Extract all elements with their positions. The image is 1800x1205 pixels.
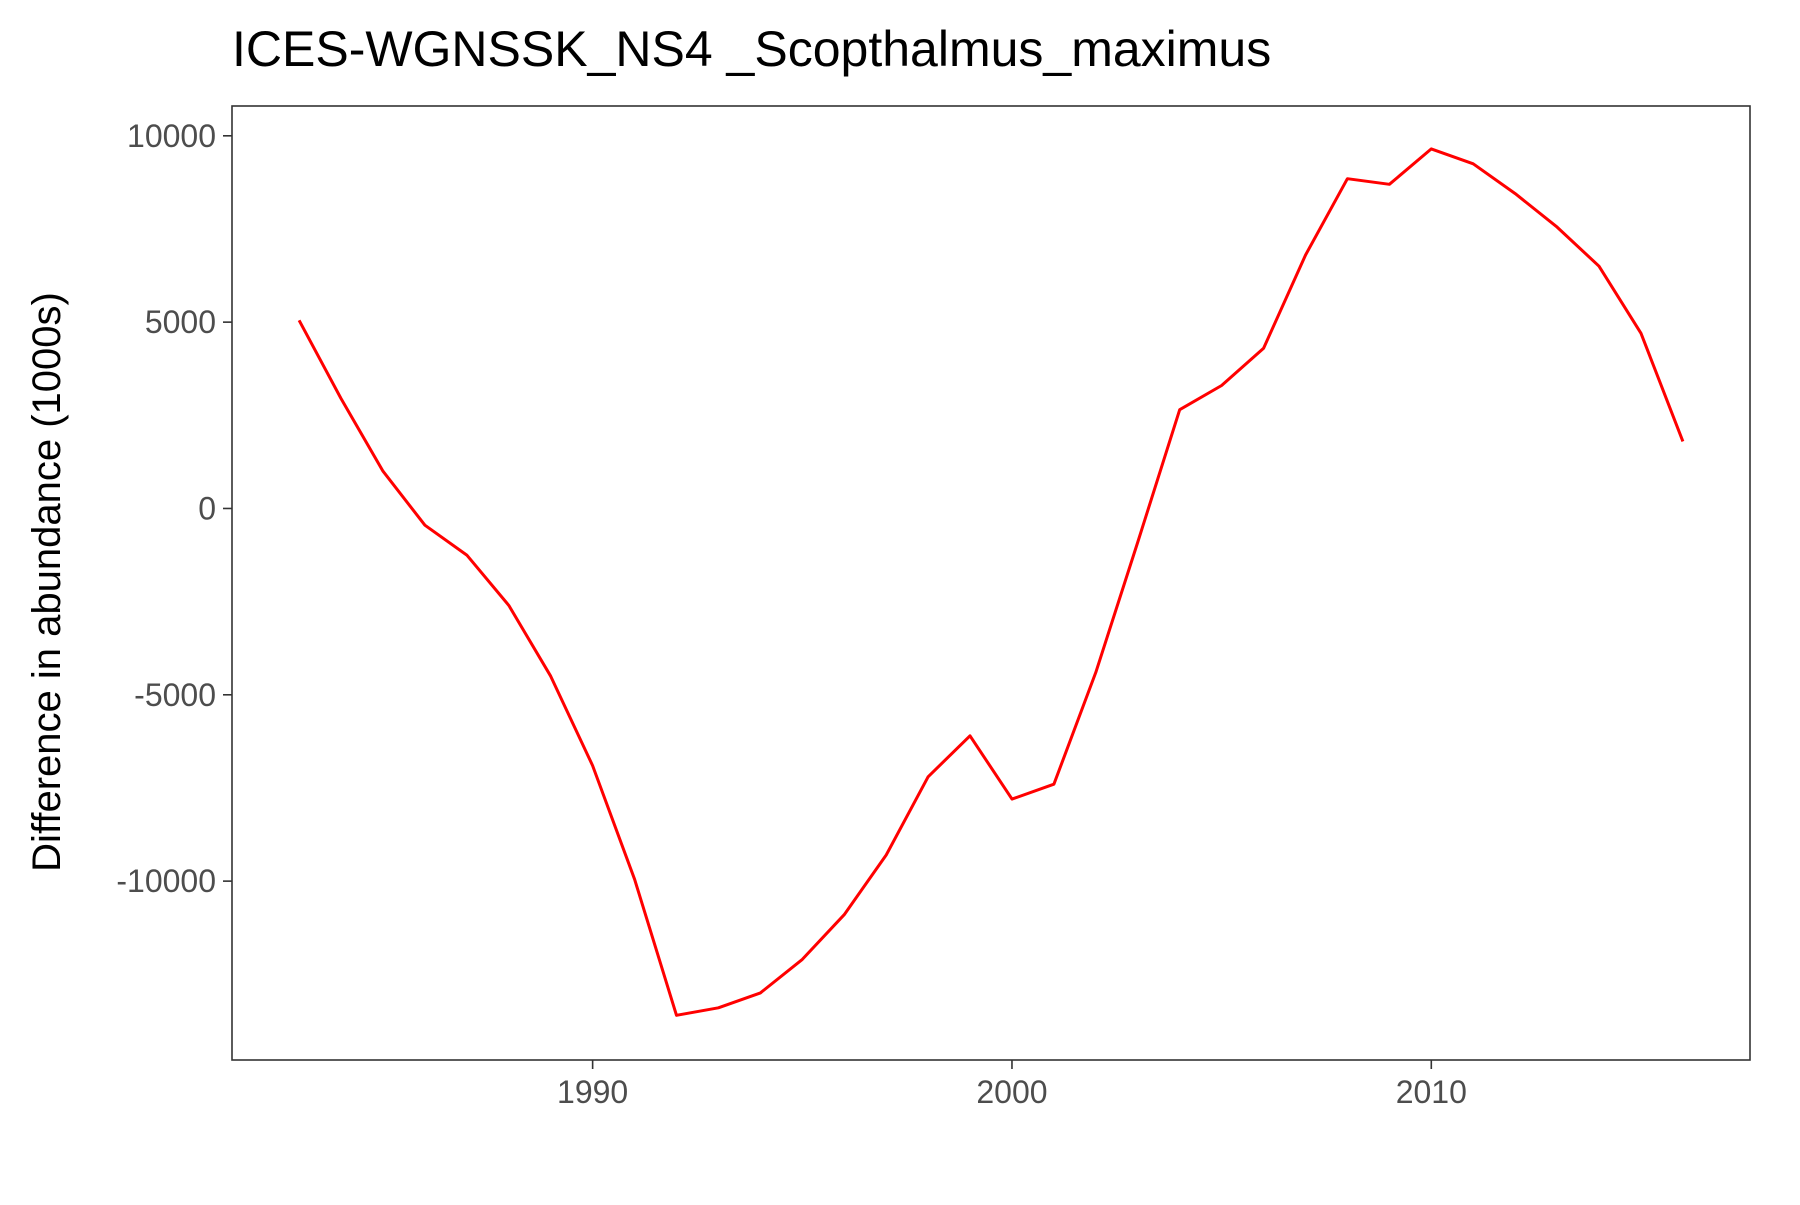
x-tick-label: 2010 bbox=[1396, 1074, 1467, 1110]
data-point bbox=[675, 1014, 677, 1016]
data-point bbox=[466, 554, 468, 556]
data-point bbox=[591, 764, 593, 766]
data-point bbox=[1514, 192, 1516, 194]
plot-panel-border bbox=[231, 105, 1751, 1061]
data-point bbox=[1640, 332, 1642, 334]
data-point bbox=[1053, 783, 1055, 785]
data-point bbox=[1556, 226, 1558, 228]
y-tick-label: -5000 bbox=[134, 677, 216, 713]
data-point bbox=[885, 854, 887, 856]
y-tick-label: 5000 bbox=[145, 304, 216, 340]
data-point bbox=[927, 776, 929, 778]
y-axis-label: Difference in abundance (1000s) bbox=[25, 292, 69, 872]
y-tick-label: 10000 bbox=[127, 118, 216, 154]
x-tick-label: 1990 bbox=[557, 1074, 628, 1110]
data-point bbox=[1304, 254, 1306, 256]
data-point bbox=[759, 992, 761, 994]
data-point bbox=[633, 878, 635, 880]
data-point bbox=[1262, 347, 1264, 349]
data-point bbox=[508, 604, 510, 606]
data-point bbox=[1472, 163, 1474, 165]
data-point bbox=[1346, 177, 1348, 179]
chart-title: ICES-WGNSSK_NS4 _Scopthalmus_maximus bbox=[232, 21, 1271, 77]
data-point bbox=[1598, 265, 1600, 267]
series-line bbox=[297, 147, 1685, 1017]
data-point bbox=[340, 397, 342, 399]
data-point bbox=[424, 524, 426, 526]
data-point bbox=[1388, 183, 1390, 185]
y-tick-label: 0 bbox=[198, 490, 216, 526]
x-tick-label: 2000 bbox=[976, 1074, 1047, 1110]
plot-area: 10000 5000 0 -5000 -10000 1990 2000 2010 bbox=[116, 105, 1751, 1110]
data-point bbox=[298, 319, 300, 321]
data-point bbox=[1011, 798, 1013, 800]
data-point bbox=[382, 470, 384, 472]
data-point bbox=[549, 675, 551, 677]
data-point bbox=[1430, 148, 1432, 150]
data-point bbox=[843, 913, 845, 915]
data-point bbox=[1137, 541, 1139, 543]
y-tick-label: -10000 bbox=[116, 863, 216, 899]
data-point bbox=[969, 735, 971, 737]
data-point bbox=[801, 958, 803, 960]
data-point bbox=[717, 1007, 719, 1009]
data-point bbox=[1682, 440, 1684, 442]
data-point bbox=[1095, 671, 1097, 673]
data-point bbox=[1220, 384, 1222, 386]
data-point bbox=[1179, 409, 1181, 411]
